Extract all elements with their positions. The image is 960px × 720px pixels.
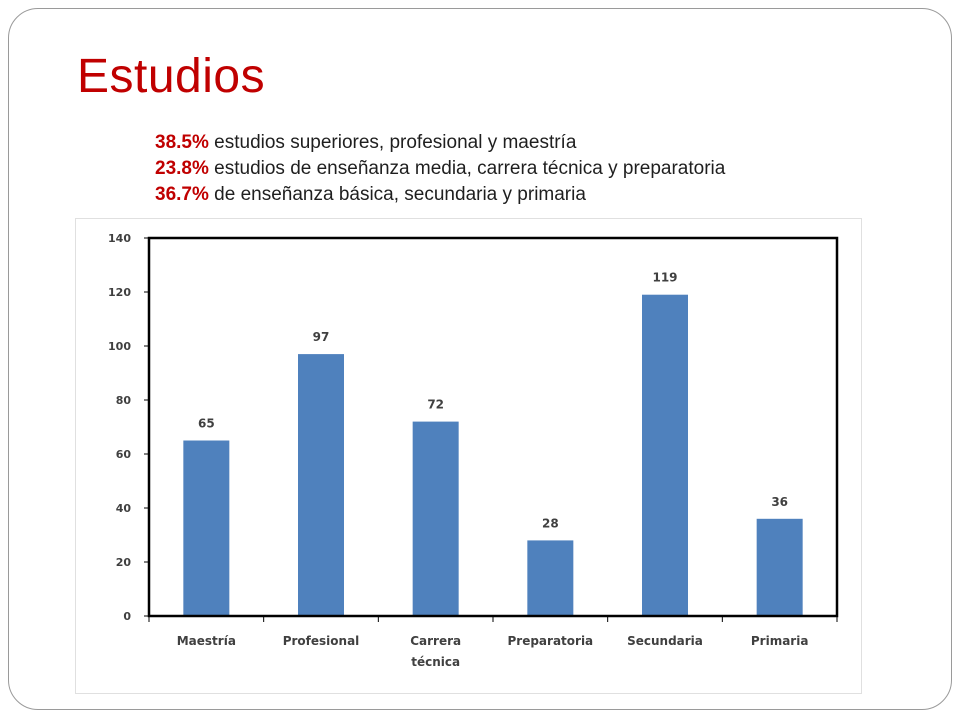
bar [412, 421, 459, 616]
stat-line: 38.5% estudios superiores, profesional y… [155, 130, 725, 156]
stat-text: estudios superiores, profesional y maest… [214, 132, 577, 153]
y-tick-label: 20 [116, 556, 132, 569]
bar [642, 294, 688, 616]
bar-chart: 0 20 40 60 80 100 120 140 65 97 72 28 119 36 Maestría P… [108, 232, 839, 669]
x-tick-label: Carrera técnica [410, 634, 461, 669]
data-label: 97 [313, 330, 330, 344]
stats-list: 38.5% estudios superiores, profesional y… [155, 130, 725, 208]
x-tick-label: Secundaria [627, 634, 703, 648]
bar [183, 440, 230, 616]
y-tick-label: 100 [108, 340, 131, 353]
x-tick-label: Preparatoria [507, 634, 593, 648]
y-tick-label: 80 [116, 394, 132, 407]
x-tick-label: Primaria [751, 634, 809, 648]
x-tick-label: Profesional [283, 634, 360, 648]
stat-line: 23.8% estudios de enseñanza media, carre… [155, 156, 725, 182]
stat-percent: 38.5% [155, 132, 209, 153]
stat-text: estudios de enseñanza media, carrera téc… [214, 158, 726, 179]
data-label: 119 [652, 271, 677, 285]
chart-container: 0 20 40 60 80 100 120 140 65 97 72 28 119 36 Maestría P… [75, 218, 862, 694]
data-label: 28 [542, 516, 559, 530]
slide-title: Estudios [77, 50, 266, 103]
data-label: 72 [427, 398, 444, 412]
plot-frame [147, 236, 839, 618]
x-tick-label: Maestría [177, 634, 236, 648]
stat-percent: 23.8% [155, 158, 209, 179]
y-tick-label: 140 [108, 232, 131, 245]
data-label: 36 [771, 495, 788, 509]
bar [298, 354, 344, 616]
bar [527, 540, 574, 616]
data-label: 65 [198, 417, 215, 431]
y-tick-label: 0 [123, 610, 131, 623]
stat-line: 36.7% de enseñanza básica, secundaria y … [155, 182, 725, 208]
y-tick-label: 120 [108, 286, 131, 299]
stat-text: de enseñanza básica, secundaria y primar… [214, 184, 586, 205]
y-tick-label: 40 [116, 502, 132, 515]
y-tick-label: 60 [116, 448, 132, 461]
bar [756, 518, 803, 616]
stat-percent: 36.7% [155, 184, 209, 205]
